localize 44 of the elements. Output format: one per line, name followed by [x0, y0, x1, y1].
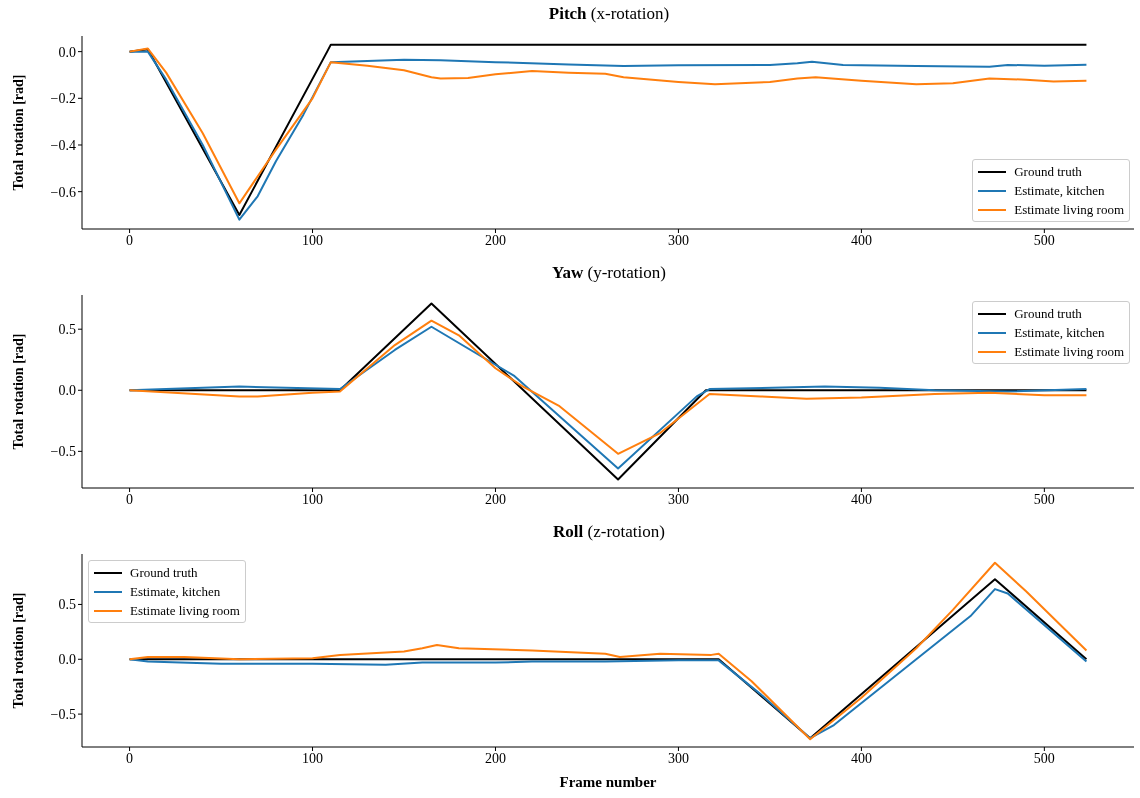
x-tick-label: 100	[302, 750, 324, 766]
x-tick-label: 500	[1033, 491, 1055, 507]
legend-label: Ground truth	[130, 565, 198, 580]
legend-label: Estimate, kitchen	[130, 584, 221, 599]
x-tick-label: 400	[850, 750, 872, 766]
x-tick-label: 500	[1033, 232, 1055, 248]
y-tick-label: 0.0	[58, 652, 76, 668]
y-axis-title: Total rotation [rad]	[10, 592, 26, 709]
legend-label: Estimate, kitchen	[1014, 325, 1105, 340]
chart-title: Yaw (y-rotation)	[551, 262, 667, 284]
legend-label: Estimate living room	[1014, 344, 1124, 359]
y-axis-title: Total rotation [rad]	[10, 333, 26, 450]
x-axis-title: Frame number	[559, 774, 657, 790]
x-tick-label: 200	[484, 491, 506, 507]
legend-label: Estimate living room	[1014, 202, 1124, 217]
y-tick-label: −0.5	[50, 444, 76, 460]
y-tick-label: 0.0	[58, 383, 76, 399]
y-tick-label: −0.2	[50, 91, 76, 107]
x-tick-label: 500	[1033, 750, 1055, 766]
x-tick-label: 200	[484, 750, 506, 766]
x-tick-label: 0	[126, 232, 134, 248]
x-tick-label: 300	[667, 491, 689, 507]
x-tick-label: 0	[126, 491, 134, 507]
y-tick-label: −0.5	[50, 707, 76, 723]
chart-title: Roll (z-rotation)	[552, 521, 666, 543]
x-tick-label: 400	[850, 491, 872, 507]
y-axis-title: Total rotation [rad]	[10, 74, 26, 191]
chart-title: Pitch (x-rotation)	[547, 3, 671, 25]
y-tick-label: −0.4	[50, 137, 76, 153]
y-tick-label: 0.0	[58, 44, 76, 60]
x-tick-label: 100	[302, 491, 324, 507]
x-tick-label: 400	[850, 232, 872, 248]
y-tick-label: −0.6	[50, 184, 76, 200]
x-tick-label: 100	[302, 232, 324, 248]
legend-label: Ground truth	[1014, 164, 1082, 179]
legend-label: Estimate living room	[130, 603, 240, 618]
legend-label: Estimate, kitchen	[1014, 183, 1105, 198]
x-tick-label: 0	[126, 750, 134, 766]
x-tick-label: 300	[667, 750, 689, 766]
x-tick-label: 300	[667, 232, 689, 248]
x-tick-label: 200	[484, 232, 506, 248]
y-tick-label: 0.5	[58, 597, 76, 613]
y-tick-label: 0.5	[58, 322, 76, 338]
legend-label: Ground truth	[1014, 306, 1082, 321]
